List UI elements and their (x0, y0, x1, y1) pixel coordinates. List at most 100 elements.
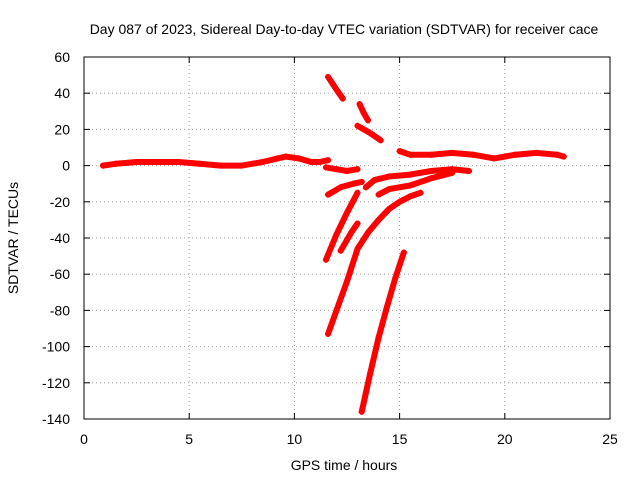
y-tick-label: 60 (54, 49, 70, 65)
data-point (491, 155, 498, 162)
axis-ticks: -140 -120 -100 -80 -60 -40 -20 0 20 40 60 0 5 10 15 20 2… (42, 49, 618, 447)
data-point (449, 169, 456, 176)
data-point (316, 158, 323, 165)
data-point (371, 177, 378, 184)
series-track-7 (325, 178, 365, 198)
data-point (325, 73, 332, 80)
data-point (407, 193, 414, 200)
data-point (259, 158, 266, 165)
data-point (466, 168, 473, 175)
data-point (386, 173, 393, 180)
data-point (112, 160, 119, 167)
x-tick-label: 10 (287, 431, 303, 447)
data-point (325, 330, 332, 337)
data-point (322, 256, 329, 263)
data-point (512, 151, 519, 158)
x-tick-label: 0 (80, 431, 88, 447)
data-point (375, 334, 382, 341)
y-tick-label: 40 (54, 85, 70, 101)
data-point (133, 158, 140, 165)
series-track-10 (323, 189, 361, 263)
data-point (325, 157, 332, 164)
data-point (337, 184, 344, 191)
data-point (333, 86, 340, 93)
data-point (325, 191, 332, 198)
chart-title: Day 087 of 2023, Sidereal Day-to-day VTE… (90, 21, 599, 37)
data-point (175, 158, 182, 165)
data-point (365, 229, 372, 236)
data-point (396, 198, 403, 205)
x-tick-label: 15 (392, 431, 408, 447)
y-tick-label: 0 (62, 158, 70, 174)
y-tick-label: -20 (50, 194, 70, 210)
y-tick-label: -120 (42, 375, 70, 391)
data-point (407, 182, 414, 189)
data-point (274, 155, 281, 162)
data-point (196, 160, 203, 167)
data-point (99, 162, 106, 169)
series-track-6 (396, 148, 567, 162)
data-point (360, 110, 367, 117)
x-tick-label: 5 (185, 431, 193, 447)
data-point (337, 247, 344, 254)
data-point (344, 278, 350, 285)
data-point (217, 162, 224, 169)
x-tick-label: 20 (497, 431, 513, 447)
data-point (350, 180, 357, 187)
data-point (386, 206, 393, 213)
y-tick-label: -80 (50, 302, 70, 318)
y-tick-label: -40 (50, 230, 70, 246)
data-point (354, 122, 361, 129)
data-point (392, 274, 399, 281)
data-point (554, 151, 561, 158)
data-point (367, 370, 374, 377)
data-point (400, 249, 407, 256)
data-point (375, 216, 382, 223)
data-point (367, 130, 374, 137)
y-tick-label: 20 (54, 121, 70, 137)
data-point (470, 151, 477, 158)
data-point (354, 189, 361, 196)
y-axis-label: SDTVAR / TECUs (5, 182, 21, 294)
data-point (449, 149, 456, 156)
data-point (407, 171, 414, 178)
x-axis-label: GPS time / hours (291, 457, 398, 473)
data-point (333, 231, 340, 238)
data-point (348, 229, 355, 236)
y-tick-label: -140 (42, 411, 70, 427)
data-point (282, 153, 289, 160)
series-track-12 (325, 189, 424, 337)
data-point (428, 168, 435, 175)
data-point (356, 101, 363, 108)
data-point (344, 168, 350, 175)
data-point (333, 307, 340, 314)
data-point (396, 148, 403, 155)
y-tick-label: -60 (50, 266, 70, 282)
data-point (377, 137, 384, 144)
y-tick-label: -100 (42, 339, 70, 355)
data-point (428, 151, 435, 158)
data-point (322, 164, 329, 171)
data-point (358, 178, 365, 185)
data-point (417, 189, 424, 196)
data-point (386, 186, 393, 193)
series-track-13 (358, 249, 407, 415)
data-point (354, 245, 361, 252)
data-point (383, 303, 390, 310)
data-series (99, 73, 567, 415)
data-point (407, 151, 414, 158)
data-point (333, 166, 340, 173)
data-point (154, 158, 161, 165)
data-point (560, 153, 567, 160)
data-point (308, 158, 315, 165)
data-point (358, 408, 365, 415)
data-point (354, 220, 361, 227)
data-point (362, 184, 369, 191)
data-point (344, 209, 350, 216)
grid (84, 57, 610, 419)
data-point (339, 95, 346, 102)
data-point (354, 166, 361, 173)
data-point (533, 149, 540, 156)
